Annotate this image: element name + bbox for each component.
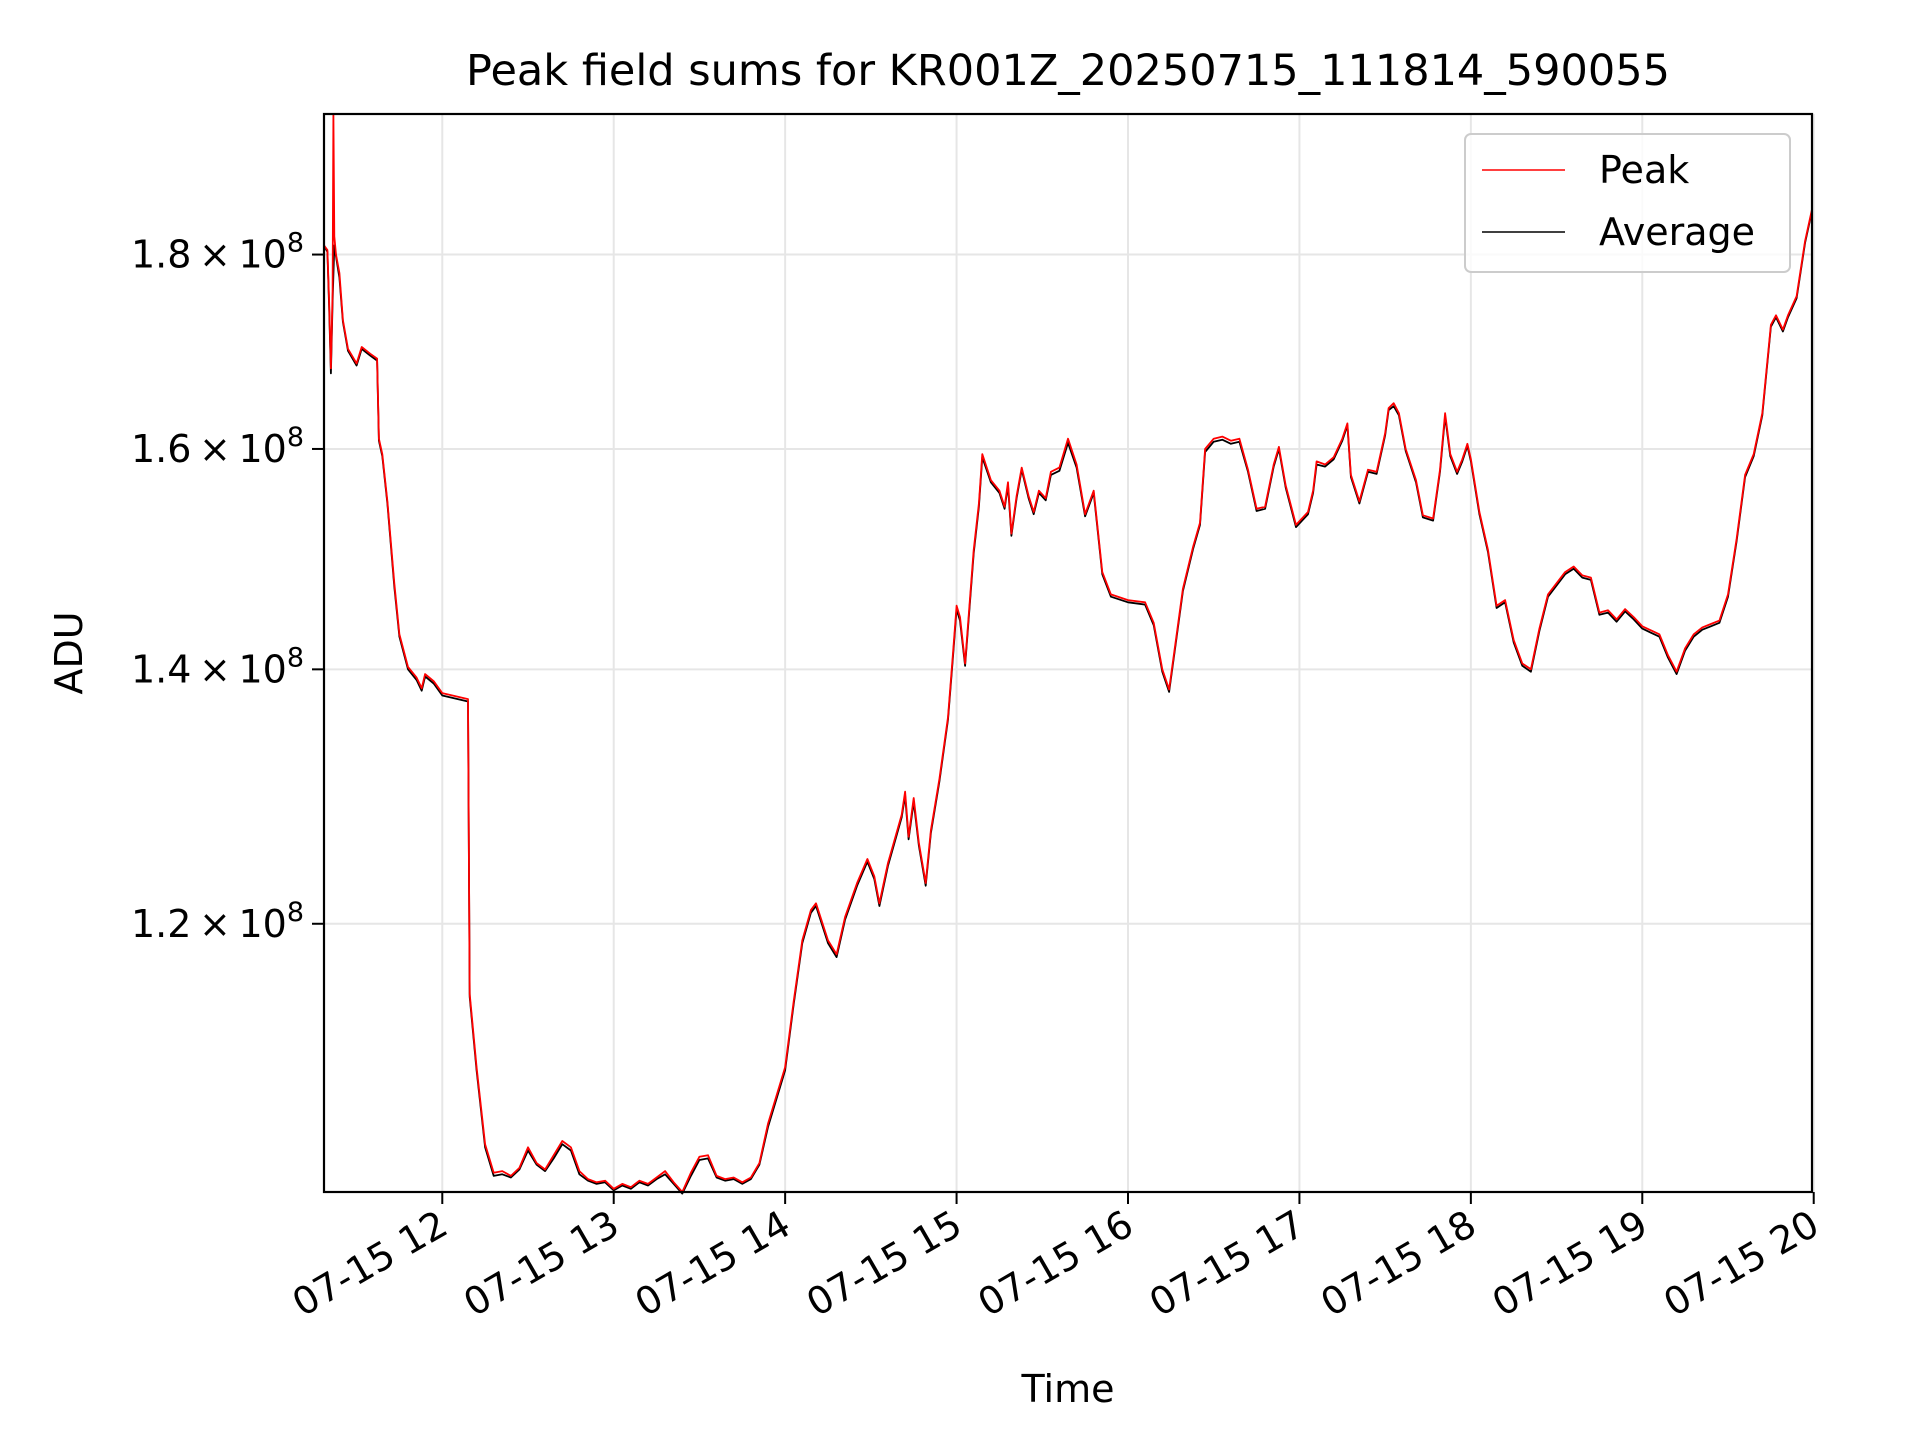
series-line-peak [323,113,1813,1193]
y-tick-label: 1.8 × 108 [131,228,304,277]
legend: Peak Average [1464,133,1791,273]
y-tick-label: 1.2 × 108 [131,897,304,946]
y-axis-label: ADU [47,611,91,694]
chart-title: Peak field sums for KR001Z_20250715_1118… [466,46,1670,96]
x-axis-label: Time [1021,1367,1115,1411]
legend-box [1464,133,1791,273]
y-tick-label: 1.4 × 108 [131,642,304,691]
legend-label-peak: Peak [1599,148,1689,192]
y-tick-label: 1.6 × 108 [131,422,304,471]
legend-label-average: Average [1599,210,1755,254]
series-group [323,113,1813,1195]
grid [324,114,1815,1192]
plot-frame [322,112,1814,1194]
y-axis: 1.2 × 108 1.4 × 108 1.6 × 108 1.8 × 108 [131,228,324,946]
